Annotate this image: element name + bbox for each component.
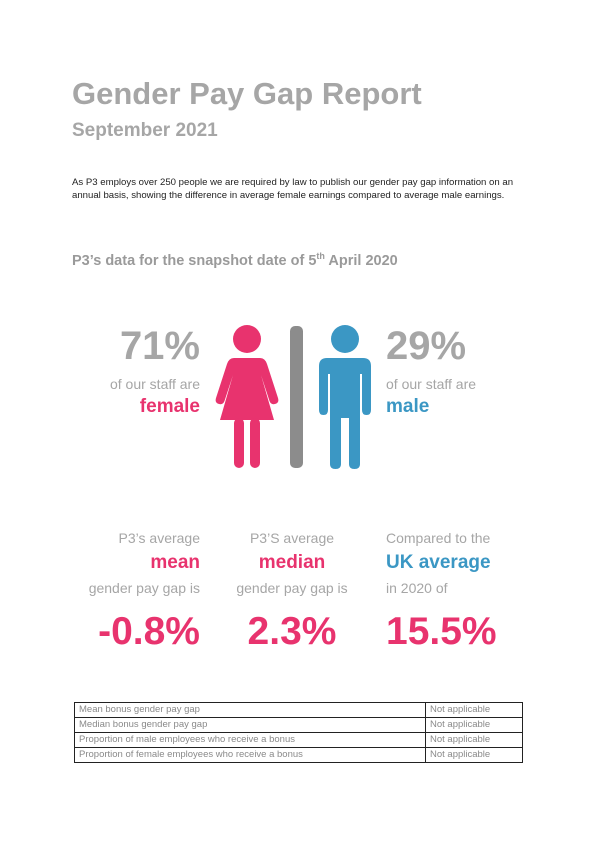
table-cell-value: Not applicable: [425, 717, 523, 733]
uk-value: 15.5%: [386, 610, 497, 653]
median-line1: P3’S average: [249, 530, 335, 546]
uk-line2: in 2020 of: [386, 580, 448, 596]
uk-label: UK average: [386, 552, 491, 573]
median-value: 2.3%: [247, 610, 337, 653]
female-stat: 71% of our staff are female: [60, 322, 200, 420]
female-line: of our staff are: [109, 376, 200, 392]
table-row: Median bonus gender pay gap Not applicab…: [74, 717, 523, 733]
table-row: Mean bonus gender pay gap Not applicable: [74, 702, 523, 718]
intro-paragraph: As P3 employs over 250 people we are req…: [72, 177, 514, 201]
male-stat: 29% of our staff are male: [386, 322, 536, 420]
snapshot-heading: P3’s data for the snapshot date of 5th A…: [72, 251, 398, 269]
median-pay-gap: P3’S average median gender pay gap is 2.…: [212, 528, 372, 656]
mean-line1: P3’s average: [118, 530, 200, 546]
table-cell-label: Proportion of male employees who receive…: [74, 732, 426, 748]
page-subtitle: September 2021: [72, 120, 218, 141]
bonus-table: Mean bonus gender pay gap Not applicable…: [74, 702, 523, 763]
male-label: male: [386, 396, 430, 417]
table-row: Proportion of male employees who receive…: [74, 732, 523, 748]
table-cell-value: Not applicable: [425, 702, 523, 718]
table-cell-label: Median bonus gender pay gap: [74, 717, 426, 733]
median-label: median: [258, 552, 326, 573]
female-label: female: [139, 396, 200, 417]
figure-divider: [290, 326, 303, 468]
table-cell-label: Mean bonus gender pay gap: [74, 702, 426, 718]
mean-line2: gender pay gap is: [88, 580, 200, 596]
female-percent: 71%: [119, 324, 200, 368]
table-row: Proportion of female employees who recei…: [74, 747, 523, 763]
female-figure-icon: [215, 325, 279, 468]
uk-average: Compared to the UK average in 2020 of 15…: [386, 528, 556, 656]
median-line2: gender pay gap is: [236, 580, 348, 596]
male-percent: 29%: [386, 324, 467, 368]
snapshot-suffix: April 2020: [324, 252, 398, 269]
table-cell-value: Not applicable: [425, 732, 523, 748]
male-figure-icon: [319, 325, 371, 469]
uk-line1: Compared to the: [386, 530, 491, 546]
table-cell-label: Proportion of female employees who recei…: [74, 747, 426, 763]
mean-pay-gap: P3’s average mean gender pay gap is -0.8…: [40, 528, 200, 656]
table-cell-value: Not applicable: [425, 747, 523, 763]
page-title: Gender Pay Gap Report: [72, 76, 422, 111]
snapshot-prefix: P3’s data for the snapshot date of 5: [72, 252, 317, 269]
male-line: of our staff are: [386, 376, 477, 392]
mean-label: mean: [150, 552, 200, 573]
mean-value: -0.8%: [98, 610, 200, 653]
snapshot-superscript: th: [316, 251, 325, 261]
